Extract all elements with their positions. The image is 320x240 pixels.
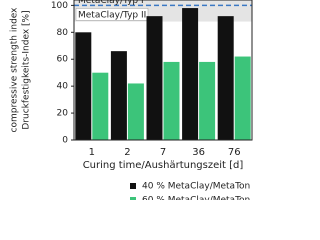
bar xyxy=(92,72,109,140)
bar xyxy=(217,16,234,140)
y-axis-label: Druckfestigkeits-Index [%] xyxy=(22,10,32,129)
x-tick-label: 36 xyxy=(192,147,205,158)
legend-label: 40 % MetaClay/MetaTon xyxy=(142,182,250,192)
annotation-box xyxy=(75,8,149,21)
chart: compressive strength index Druckfestigke… xyxy=(10,0,253,201)
y-tick-label: 40 xyxy=(57,82,69,92)
y-tick-label: 80 xyxy=(57,28,69,38)
legend-label: 60 % MetaClay/MetaTon xyxy=(142,196,250,201)
y-tick-label: 100 xyxy=(51,1,68,11)
bar xyxy=(127,83,144,140)
bar xyxy=(146,16,163,140)
y-tick-label: 0 xyxy=(62,136,68,146)
bar xyxy=(199,61,216,140)
plot-frame xyxy=(73,0,253,141)
page: compressive strength index Druckfestigke… xyxy=(9,0,253,201)
legend-swatch xyxy=(130,183,136,189)
x-tick-label: 2 xyxy=(124,147,130,158)
y-axis-label: compressive strength index xyxy=(10,7,20,133)
y-tick-label: 20 xyxy=(57,109,69,119)
x-tick-label: 7 xyxy=(160,147,166,158)
bar xyxy=(163,61,180,140)
y-tick-label: 60 xyxy=(57,55,69,65)
annotation: MetaClay/Typ II xyxy=(78,10,146,20)
legend-swatch xyxy=(130,197,136,200)
bar xyxy=(110,51,127,140)
bar xyxy=(75,32,92,140)
bar xyxy=(234,56,251,140)
bar xyxy=(182,8,199,141)
x-axis-label: Curing time/Aushärtungszeit [d] xyxy=(83,160,244,171)
x-tick-label: 1 xyxy=(89,147,95,158)
annotation: MetaClay/Typ I xyxy=(78,0,144,6)
x-tick-label: 76 xyxy=(228,147,241,158)
